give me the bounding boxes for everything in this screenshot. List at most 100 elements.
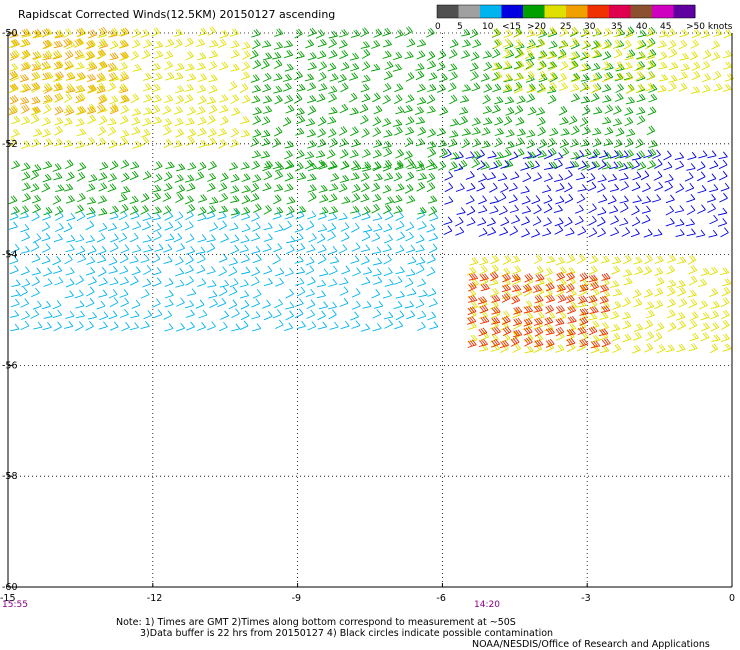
wind-barb (295, 107, 305, 116)
wind-barb (153, 72, 163, 81)
wind-barb (175, 193, 184, 203)
wind-barb (328, 85, 338, 94)
wind-barb (698, 278, 708, 288)
wind-barb (615, 83, 624, 94)
wind-barb (372, 127, 382, 137)
wind-barb (142, 234, 152, 243)
wind-barb (428, 232, 439, 242)
wind-barb (263, 160, 273, 169)
wind-barb (132, 140, 142, 149)
wind-barb (132, 244, 142, 253)
wind-barb (284, 94, 294, 104)
wind-barb (465, 195, 475, 205)
wind-barb (526, 85, 536, 93)
wind-barb (372, 213, 383, 221)
wind-barb (284, 172, 294, 182)
wind-barb (448, 49, 458, 59)
wind-barb (373, 28, 383, 38)
wind-barb (612, 288, 623, 297)
wind-barb (503, 115, 513, 126)
wind-barb (373, 173, 383, 182)
wind-barb (239, 244, 249, 253)
wind-barb (55, 222, 64, 232)
wind-barb (383, 223, 393, 233)
wind-barb (509, 225, 519, 236)
wind-barb (250, 137, 260, 148)
wind-barb (273, 41, 284, 50)
wind-barb (76, 27, 86, 38)
wind-barb (218, 266, 227, 277)
wind-barb (395, 211, 404, 222)
wind-barb (654, 287, 664, 297)
wind-barb (590, 281, 600, 291)
wind-barb (635, 71, 644, 81)
wind-barb (173, 140, 183, 148)
wind-barb (668, 48, 678, 59)
wind-barb (666, 298, 676, 308)
wind-barb (284, 322, 294, 332)
wind-barb (666, 265, 676, 275)
wind-barb (569, 60, 579, 71)
wind-barb (665, 205, 675, 216)
wind-barb (197, 278, 207, 288)
wind-barb (610, 323, 621, 332)
wind-barb (502, 149, 512, 158)
wind-barb (502, 60, 512, 70)
wind-barb (393, 94, 403, 105)
wind-barb (31, 96, 41, 105)
wind-barb (476, 160, 486, 171)
wind-barb (130, 310, 140, 319)
wind-barb (667, 322, 677, 332)
wind-barb (444, 182, 454, 193)
wind-barb (273, 194, 282, 205)
wind-barb (352, 267, 361, 277)
wind-barb (624, 52, 634, 61)
wind-barb (239, 320, 249, 331)
wind-barb (152, 94, 162, 103)
wind-barb (711, 40, 720, 50)
wind-barb (63, 93, 73, 103)
wind-barb (164, 60, 174, 71)
wind-barb (675, 183, 685, 194)
wind-barb (119, 52, 129, 61)
wind-barb (619, 172, 629, 181)
wind-barb (557, 51, 567, 60)
wind-barb (686, 163, 696, 171)
wind-barb (536, 116, 546, 127)
wind-barb (151, 62, 161, 71)
wind-barb (119, 70, 128, 81)
wind-barb (275, 267, 285, 277)
wind-barb (624, 73, 634, 81)
wind-barb (407, 161, 417, 170)
wind-barb (273, 243, 283, 253)
wind-barb (597, 160, 607, 170)
wind-barb (647, 60, 657, 70)
wind-barb (371, 63, 381, 72)
wind-barb (208, 160, 217, 171)
wind-barb (55, 71, 64, 81)
wind-barb (109, 73, 119, 82)
wind-barb (533, 305, 543, 313)
wind-barb (32, 233, 42, 244)
wind-barb (532, 284, 543, 293)
wind-barb (52, 300, 62, 310)
wind-barb (20, 50, 30, 59)
wind-barb (351, 193, 361, 203)
wind-barb (240, 235, 250, 244)
wind-barb (429, 321, 439, 330)
wind-barb (374, 300, 384, 309)
wind-barb (229, 139, 239, 148)
wind-barb (510, 255, 521, 264)
wind-barb (688, 343, 698, 352)
wind-barb (361, 163, 372, 172)
wind-barb (153, 173, 163, 183)
wind-barb (219, 61, 229, 71)
wind-barb (350, 29, 361, 38)
wind-barb (601, 272, 611, 281)
wind-barb (499, 227, 509, 236)
wind-barb (120, 297, 130, 308)
wind-barb (523, 300, 533, 309)
wind-barb (318, 301, 329, 310)
wind-barb (482, 105, 492, 115)
footnote-line-2: 3)Data buffer is 22 hrs from 20150127 4)… (140, 628, 554, 639)
